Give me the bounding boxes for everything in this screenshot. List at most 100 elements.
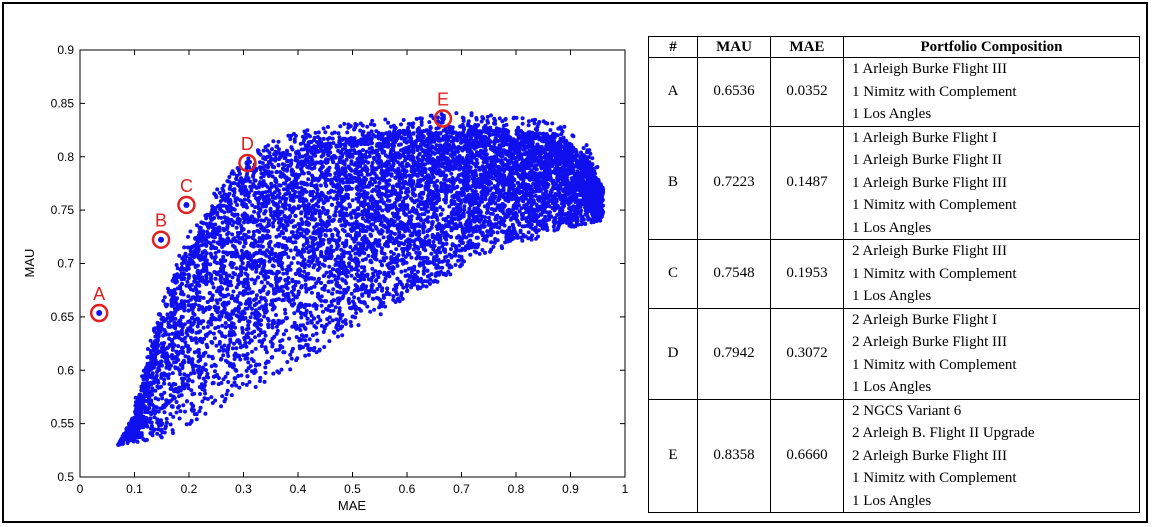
scatter-point bbox=[182, 372, 187, 377]
scatter-point bbox=[489, 240, 494, 245]
scatter-point bbox=[258, 379, 262, 383]
scatter-point bbox=[343, 321, 348, 326]
scatter-point bbox=[253, 385, 258, 389]
scatter-point bbox=[417, 229, 422, 234]
scatter-point bbox=[520, 217, 525, 221]
scatter-point bbox=[223, 396, 228, 401]
scatter-point bbox=[251, 298, 256, 302]
scatter-point bbox=[177, 404, 182, 409]
scatter-point bbox=[384, 203, 389, 208]
scatter-point bbox=[260, 304, 264, 309]
scatter-point bbox=[303, 276, 308, 280]
scatter-point bbox=[162, 390, 167, 395]
scatter-point bbox=[449, 247, 453, 252]
scatter-point bbox=[206, 354, 211, 359]
scatter-point bbox=[213, 369, 217, 374]
scatter-point bbox=[371, 187, 376, 192]
scatter-point bbox=[373, 225, 378, 229]
scatter-point bbox=[214, 343, 219, 348]
scatter-point bbox=[303, 353, 308, 358]
scatter-point bbox=[283, 181, 288, 186]
scatter-point bbox=[270, 247, 274, 252]
scatter-point bbox=[381, 235, 386, 240]
scatter-point bbox=[405, 288, 410, 293]
scatter-point bbox=[375, 159, 379, 164]
scatter-point bbox=[318, 183, 323, 188]
scatter-point bbox=[459, 124, 464, 129]
scatter-point bbox=[389, 249, 394, 254]
scatter-point bbox=[455, 176, 460, 181]
scatter-point bbox=[219, 345, 224, 350]
scatter-point bbox=[399, 269, 404, 274]
scatter-point bbox=[444, 241, 449, 246]
scatter-point bbox=[230, 275, 235, 280]
scatter-point bbox=[330, 218, 335, 223]
scatter-point bbox=[234, 383, 239, 388]
scatter-point bbox=[350, 198, 355, 203]
scatter-point bbox=[533, 193, 538, 198]
scatter-point bbox=[178, 409, 183, 414]
scatter-point bbox=[152, 415, 157, 420]
scatter-point bbox=[319, 323, 324, 328]
scatter-point bbox=[205, 229, 210, 234]
scatter-point bbox=[259, 318, 264, 323]
scatter-point bbox=[205, 397, 210, 401]
scatter-point bbox=[221, 353, 226, 358]
scatter-point bbox=[228, 339, 233, 344]
scatter-point bbox=[176, 335, 181, 340]
scatter-point bbox=[309, 162, 314, 167]
scatter-point bbox=[428, 277, 433, 282]
scatter-point bbox=[135, 439, 140, 444]
scatter-point bbox=[211, 331, 216, 336]
scatter-point bbox=[320, 262, 325, 267]
scatter-point bbox=[492, 240, 497, 245]
scatter-point bbox=[282, 350, 287, 355]
scatter-point bbox=[467, 229, 471, 234]
scatter-point bbox=[284, 247, 289, 252]
scatter-point bbox=[187, 421, 192, 426]
scatter-point bbox=[182, 299, 187, 304]
scatter-point bbox=[319, 298, 324, 303]
scatter-point bbox=[171, 414, 176, 419]
scatter-point bbox=[440, 265, 445, 270]
scatter-point bbox=[263, 333, 268, 338]
scatter-point bbox=[285, 149, 290, 154]
scatter-point bbox=[180, 351, 185, 355]
scatter-point bbox=[279, 367, 284, 372]
scatter-point bbox=[429, 251, 434, 256]
scatter-point bbox=[262, 168, 267, 173]
scatter-point bbox=[244, 382, 249, 387]
scatter-point bbox=[162, 410, 167, 415]
scatter-point bbox=[474, 157, 479, 162]
scatter-point bbox=[340, 313, 345, 317]
scatter-point bbox=[245, 263, 250, 268]
scatter-point bbox=[306, 160, 311, 165]
scatter-point bbox=[184, 422, 189, 427]
scatter-point bbox=[230, 232, 235, 237]
scatter-point bbox=[151, 404, 156, 409]
scatter-point bbox=[186, 373, 191, 378]
scatter-point bbox=[456, 258, 461, 263]
scatter-point bbox=[337, 236, 342, 241]
scatter-point bbox=[174, 400, 179, 404]
scatter-point bbox=[313, 153, 318, 158]
scatter-point bbox=[387, 130, 392, 135]
scatter-point bbox=[197, 364, 202, 369]
scatter-point bbox=[306, 177, 311, 182]
scatter-point bbox=[264, 350, 269, 355]
scatter-point bbox=[210, 222, 214, 227]
scatter-point bbox=[171, 431, 175, 436]
scatter-point bbox=[447, 184, 452, 189]
scatter-point bbox=[326, 153, 331, 158]
scatter-point bbox=[579, 222, 584, 227]
scatter-point bbox=[368, 225, 373, 230]
scatter-point bbox=[468, 252, 473, 257]
scatter-point bbox=[288, 248, 293, 253]
scatter-point bbox=[241, 353, 246, 358]
scatter-point bbox=[449, 199, 454, 204]
scatter-point bbox=[382, 251, 387, 256]
scatter-point bbox=[317, 234, 322, 239]
scatter-point bbox=[314, 331, 319, 336]
scatter-point bbox=[161, 315, 165, 320]
